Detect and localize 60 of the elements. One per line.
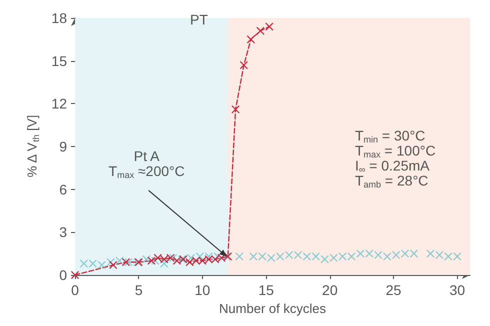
y-tick-label: 3 [59,224,68,240]
point [211,255,220,264]
point [172,256,181,265]
point [235,252,244,260]
y-tick-label: 0 [59,267,68,283]
point [444,252,452,260]
point [98,261,106,270]
x-tick-label: 15 [258,282,274,298]
point [246,35,255,44]
x-tick-label: 10 [194,282,210,298]
x-tick-label: 20 [322,282,338,298]
annotation: PT [190,12,208,28]
point [116,256,124,265]
point [88,260,97,268]
y-tick-label: 12 [51,96,68,112]
y-tick-label: 18 [51,10,68,26]
point [265,22,274,31]
point [166,254,175,262]
point [348,252,356,260]
point [383,252,392,260]
point [160,255,168,264]
x-tick-label: 0 [71,282,80,298]
point [285,251,294,260]
point [453,252,462,260]
x-tick-label: 25 [386,282,402,298]
point [154,254,162,262]
point [356,250,364,258]
y-tick-label: 9 [59,138,68,154]
point [122,258,130,266]
point [365,250,374,258]
point [302,252,311,260]
point [147,256,156,265]
point [232,105,240,114]
point [338,252,347,260]
point [401,250,410,258]
point [258,252,266,260]
point [80,260,88,268]
y-tick-label: 6 [59,181,68,198]
point [330,254,338,262]
point [240,61,248,70]
y-tick-label: 15 [51,52,68,69]
point [249,252,258,260]
point [410,250,418,258]
point [392,251,400,260]
point [294,251,302,260]
x-tick-label: 30 [449,282,466,298]
point [312,252,320,260]
point [276,252,284,260]
y-axis-title: % Δ Vth [V] [24,114,42,178]
point [267,254,276,262]
x-axis-title: Number of kcycles [219,300,326,316]
point [320,255,329,264]
point [109,261,118,270]
point [435,251,444,260]
x-tick-label: 5 [134,282,143,298]
point [426,250,434,258]
point [186,258,194,266]
point [374,251,382,260]
point [256,26,264,35]
point [198,256,206,265]
